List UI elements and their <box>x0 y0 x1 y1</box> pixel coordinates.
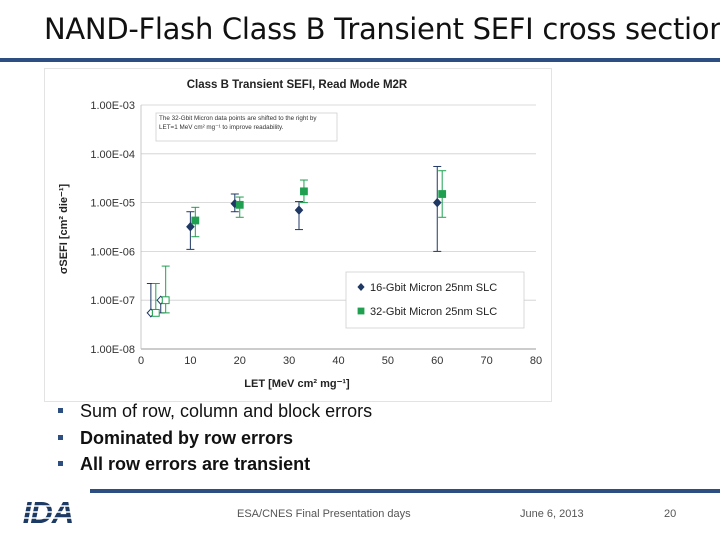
data-point <box>235 200 244 209</box>
grid-lines <box>141 104 536 301</box>
axes <box>140 105 536 350</box>
y-tick-label: 1.00E-05 <box>90 198 135 210</box>
slide-title: NAND-Flash Class B Transient SEFI cross … <box>44 12 720 46</box>
data-points <box>146 165 447 318</box>
y-tick-labels: 1.00E-03 1.00E-04 1.00E-05 1.00E-06 1.00E-07… <box>90 100 135 356</box>
data-point <box>294 205 304 215</box>
legend-label: 32-Gbit Micron 25nm SLC <box>370 306 497 318</box>
data-point <box>300 187 308 196</box>
x-tick-label: 80 <box>530 355 542 367</box>
bullet-text: All row errors are transient <box>80 454 311 474</box>
series-2 <box>151 170 447 317</box>
bullet-item: Dominated by row errors <box>56 427 372 454</box>
footer-divider <box>90 489 720 493</box>
bullet-item: Sum of row, column and block errors <box>56 400 372 427</box>
y-axis-label: σSEFI [cm² die⁻¹] <box>58 183 70 274</box>
legend: 16-Gbit Micron 25nm SLC 32-Gbit Micron 25… <box>345 271 525 329</box>
bullet-item: All row errors are transient <box>56 453 372 480</box>
y-axis-label-text: σSEFI [cm² die⁻¹] <box>58 183 70 274</box>
data-point <box>438 190 447 198</box>
bullet-text: Sum of row, column and block errors <box>80 401 373 421</box>
chart-panel: Class B Transient SEFI, Read Mode M2R 1.… <box>44 68 552 402</box>
y-tick-label: 1.00E-08 <box>90 344 135 356</box>
y-tick-label: 1.00E-07 <box>90 295 135 307</box>
bullet-text: Dominated by row errors <box>80 427 294 448</box>
x-axis-label: LET [MeV cm² mg⁻¹] <box>244 378 350 390</box>
chart-title: Class B Transient SEFI, Read Mode M2R <box>187 79 408 91</box>
data-point <box>191 216 200 225</box>
x-tick-label: 30 <box>283 355 295 367</box>
legend-marker <box>357 307 365 315</box>
data-point <box>161 296 170 305</box>
x-tick-label: 0 <box>138 355 144 367</box>
y-tick-label: 1.00E-03 <box>90 100 135 112</box>
x-tick-label: 40 <box>332 355 344 367</box>
x-tick-label: 60 <box>431 355 443 367</box>
sefi-chart: Class B Transient SEFI, Read Mode M2R 1.… <box>58 79 542 390</box>
page-number: 20 <box>664 508 677 520</box>
footer-date: June 6, 2013 <box>520 508 584 520</box>
y-tick-label: 1.00E-04 <box>90 149 135 161</box>
x-tick-label: 20 <box>234 355 246 367</box>
data-point <box>432 197 442 208</box>
data-point <box>151 308 160 317</box>
x-tick-label: 10 <box>184 355 196 367</box>
annotation-box: The 32-Gbit Micron data points are shift… <box>155 112 338 142</box>
y-tick-label: 1.00E-06 <box>90 246 135 258</box>
x-tick-label: 50 <box>382 355 394 367</box>
legend-label: 16-Gbit Micron 25nm SLC <box>370 282 497 294</box>
title-divider <box>0 58 720 62</box>
ida-logo: IDA <box>10 495 86 529</box>
x-tick-label: 70 <box>481 355 493 367</box>
x-tick-labels: 0 10 20 30 40 50 60 70 80 <box>138 355 542 367</box>
footer-event: ESA/CNES Final Presentation days <box>237 508 411 520</box>
data-point <box>186 222 195 232</box>
annotation-text: The 32-Gbit Micron data points are shift… <box>159 115 317 131</box>
legend-marker <box>357 283 365 291</box>
bullet-list: Sum of row, column and block errors Domi… <box>56 400 372 480</box>
